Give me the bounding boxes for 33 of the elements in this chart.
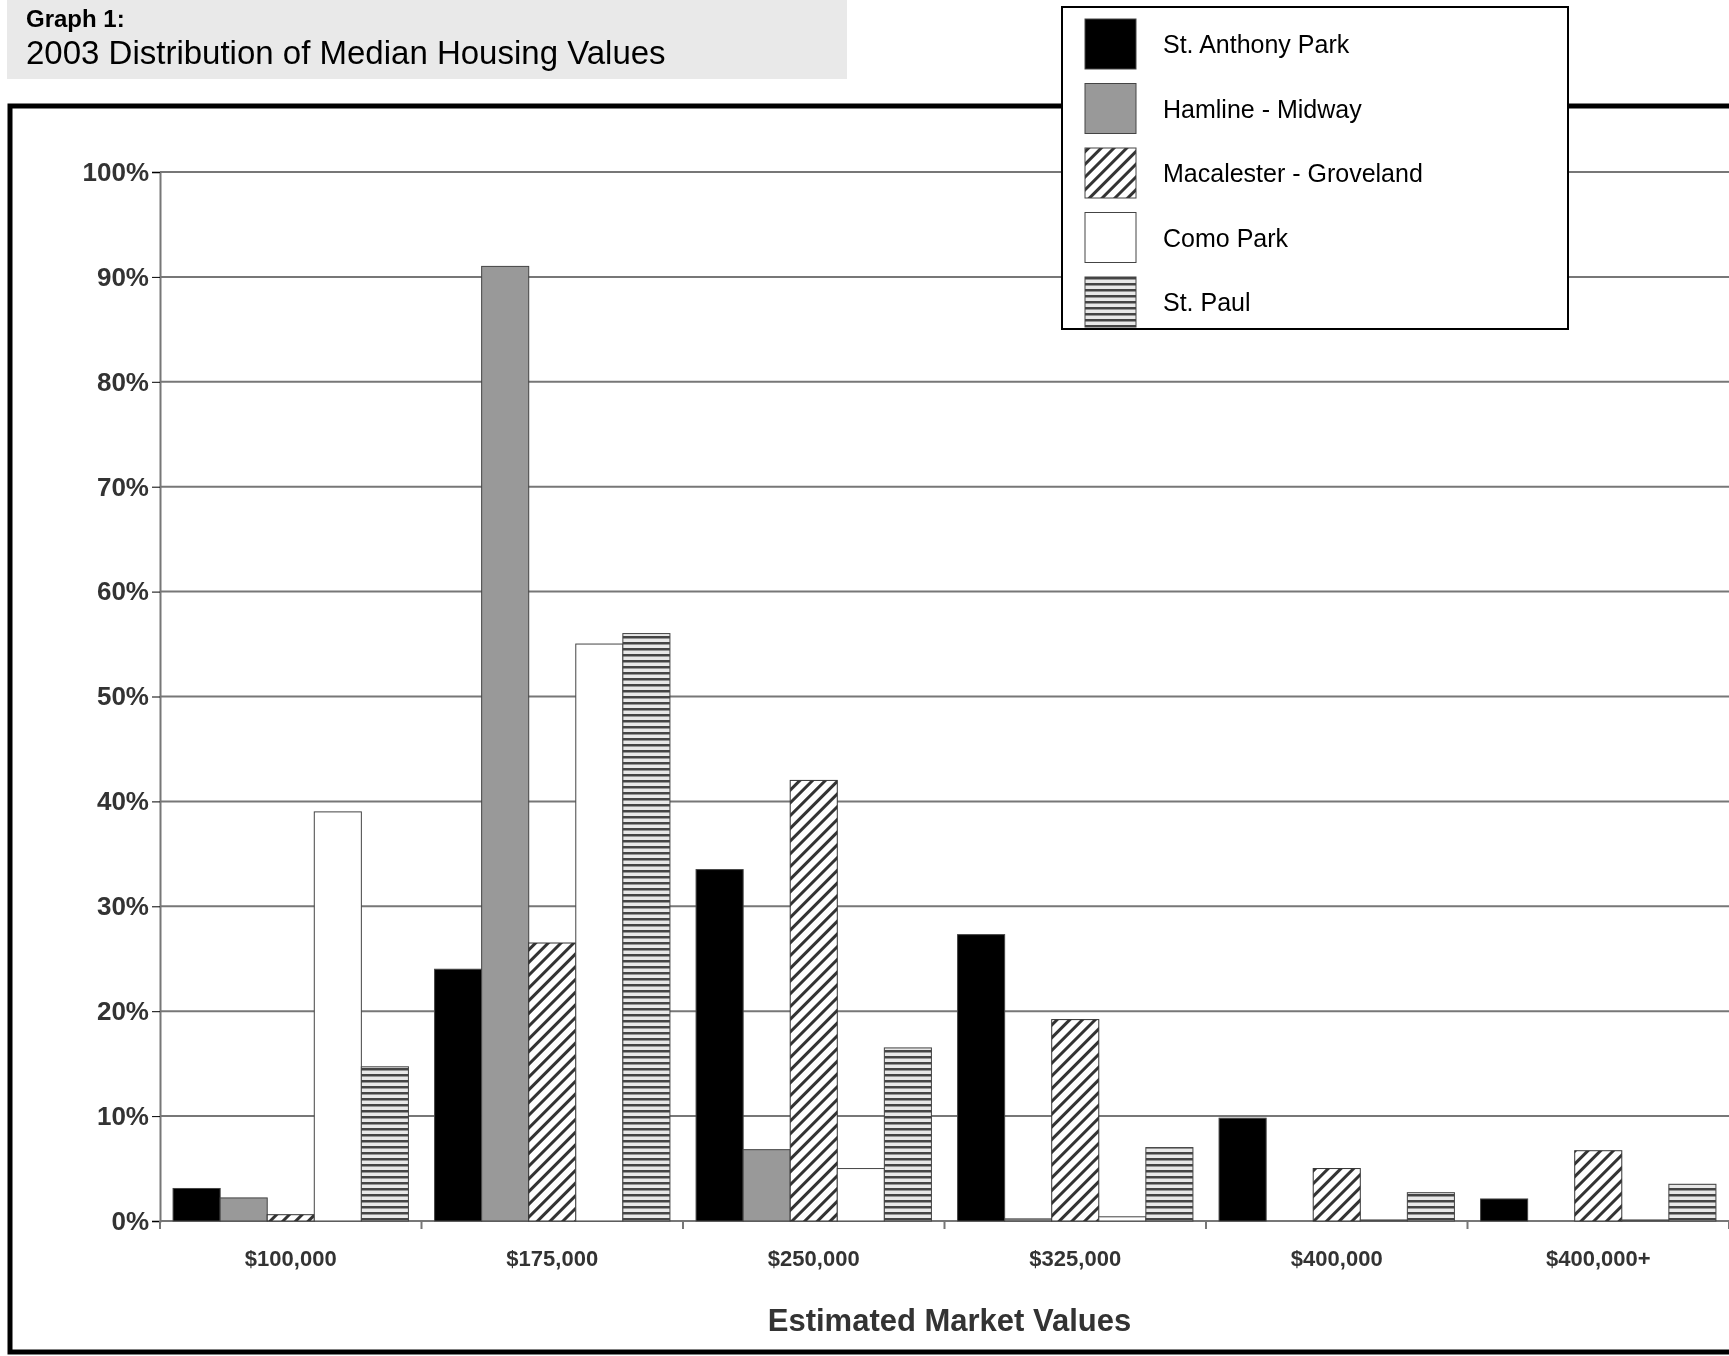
y-tick-label: 60% <box>96 576 149 607</box>
bar <box>789 779 838 1222</box>
chart-subtitle: 2003 Distribution of Median Housing Values <box>26 34 666 71</box>
bar <box>1051 1019 1100 1222</box>
chart-title: Graph 1: <box>26 5 125 32</box>
y-tick-label: 20% <box>96 996 149 1027</box>
y-tick-label: 80% <box>96 366 149 397</box>
legend-label: St. Paul <box>1163 288 1251 316</box>
x-tick-label: $175,000 <box>506 1246 599 1271</box>
legend-label: St. Anthony Park <box>1163 30 1350 58</box>
y-tick-label: 100% <box>82 156 149 187</box>
y-tick-label: 30% <box>96 891 149 922</box>
bar <box>266 1214 315 1222</box>
x-tick-label: $100,000 <box>244 1246 337 1271</box>
y-tick-label: 40% <box>96 786 149 817</box>
bar <box>1218 1117 1267 1222</box>
bar <box>528 942 577 1222</box>
x-tick-label: $250,000 <box>767 1246 860 1271</box>
bar <box>1312 1168 1361 1222</box>
x-tick-label: $325,000 <box>1029 1246 1122 1271</box>
bar <box>1574 1150 1623 1222</box>
y-tick-label: 50% <box>96 681 149 712</box>
y-tick-label: 0% <box>111 1205 149 1236</box>
legend-label: Macalester - Groveland <box>1163 159 1423 187</box>
legend-label: Hamline - Midway <box>1163 94 1363 123</box>
legend-label: Como Park <box>1163 223 1289 252</box>
x-tick-label: $400,000 <box>1290 1246 1383 1271</box>
x-tick-label: $400,000+ <box>1545 1246 1651 1271</box>
y-tick-label: 90% <box>96 261 149 292</box>
bar <box>1480 1198 1529 1222</box>
x-axis-title: Estimated Market Values <box>767 1303 1132 1338</box>
y-tick-label: 70% <box>96 471 149 502</box>
y-tick-label: 10% <box>96 1100 149 1131</box>
